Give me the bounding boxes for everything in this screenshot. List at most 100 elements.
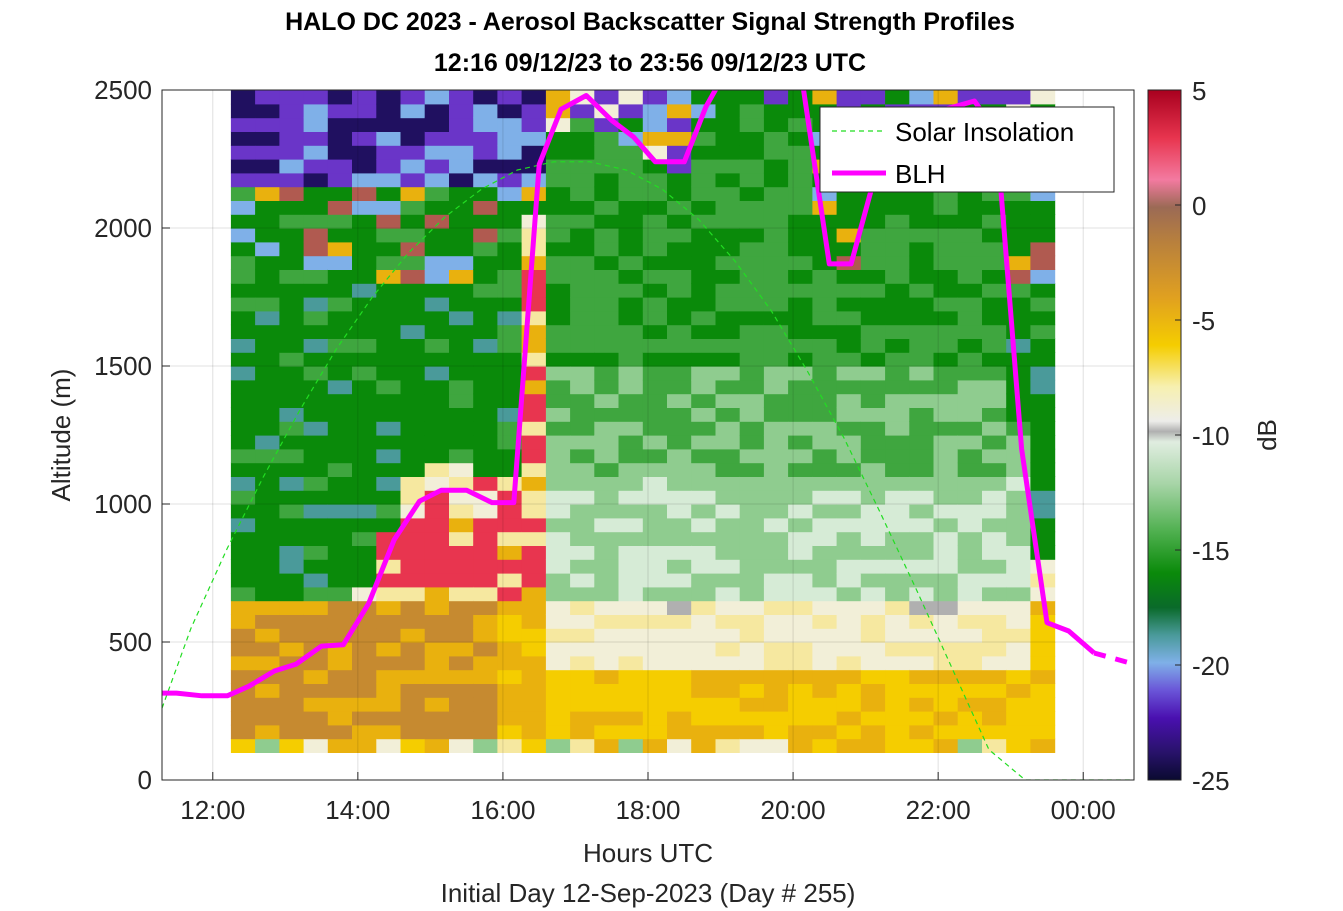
heatmap-cell xyxy=(788,600,813,615)
heatmap-cell xyxy=(691,338,716,353)
heatmap-cell xyxy=(545,145,571,160)
heatmap-cell xyxy=(449,214,474,229)
heatmap-cell xyxy=(763,228,789,243)
heatmap-cell xyxy=(449,324,474,339)
heatmap-cell xyxy=(255,517,280,533)
heatmap-cell xyxy=(982,697,1007,712)
heatmap-cell xyxy=(279,283,305,298)
heatmap-cell xyxy=(303,586,329,602)
heatmap-cell xyxy=(836,628,862,643)
heatmap-cell xyxy=(570,145,595,160)
heatmap-cell xyxy=(400,338,426,353)
heatmap-cell xyxy=(376,366,402,381)
heatmap-cell xyxy=(715,297,741,312)
heatmap-cell xyxy=(279,352,305,367)
heatmap-cell xyxy=(570,241,595,257)
heatmap-cell xyxy=(255,172,280,188)
heatmap-cell xyxy=(570,421,595,436)
heatmap-cell xyxy=(618,711,644,726)
heatmap-cell xyxy=(449,103,474,119)
heatmap-cell xyxy=(230,145,256,160)
heatmap-cell xyxy=(230,573,256,588)
heatmap-cell xyxy=(691,545,716,560)
heatmap-cell xyxy=(618,738,644,753)
heatmap-cell xyxy=(812,476,838,491)
heatmap-cell xyxy=(739,283,765,298)
heatmap-cell xyxy=(885,531,910,546)
heatmap-cell xyxy=(230,669,256,684)
heatmap-cell xyxy=(909,559,935,574)
heatmap-cell xyxy=(618,697,644,712)
heatmap-cell xyxy=(812,642,838,657)
heatmap-cell xyxy=(763,435,789,450)
heatmap-cell xyxy=(1030,352,1056,367)
heatmap-cell xyxy=(667,600,692,615)
heatmap-cell xyxy=(982,573,1007,588)
heatmap-cell xyxy=(763,269,789,284)
heatmap-cell xyxy=(570,159,595,174)
heatmap-cell xyxy=(497,669,523,684)
heatmap-cell xyxy=(982,531,1007,546)
heatmap-cell xyxy=(642,228,668,243)
heatmap-cell xyxy=(279,642,305,657)
heatmap-cell xyxy=(715,379,741,395)
heatmap-cell xyxy=(739,683,765,698)
heatmap-cell xyxy=(957,352,983,367)
heatmap-cell xyxy=(860,669,886,684)
heatmap-cell xyxy=(933,586,959,602)
heatmap-cell xyxy=(667,103,692,119)
heatmap-cell xyxy=(909,724,935,740)
heatmap-cell xyxy=(957,310,983,326)
heatmap-cell xyxy=(255,379,280,395)
heatmap-cell xyxy=(570,628,595,643)
heatmap-cell xyxy=(473,504,498,519)
heatmap-cell xyxy=(279,448,305,464)
heatmap-cell xyxy=(376,697,402,712)
heatmap-cell xyxy=(715,186,741,201)
heatmap-cell xyxy=(570,103,595,119)
heatmap-cell xyxy=(618,628,644,643)
heatmap-cell xyxy=(957,559,983,574)
heatmap-cell xyxy=(255,214,280,229)
heatmap-cell xyxy=(352,435,377,450)
heatmap-cell xyxy=(424,559,450,574)
heatmap-cell xyxy=(424,324,450,339)
heatmap-cell xyxy=(1006,559,1031,574)
heatmap-cell xyxy=(1030,448,1056,464)
heatmap-cell xyxy=(545,738,571,753)
heatmap-cell xyxy=(521,297,547,312)
heatmap-cell xyxy=(230,283,256,298)
heatmap-cell xyxy=(327,448,353,464)
heatmap-cell xyxy=(788,614,813,629)
heatmap-cell xyxy=(594,448,620,464)
heatmap-cell xyxy=(1030,435,1056,450)
heatmap-cell xyxy=(545,90,571,105)
heatmap-cell xyxy=(303,269,329,284)
heatmap-cell xyxy=(812,545,838,560)
heatmap-cell xyxy=(763,103,789,119)
heatmap-cells xyxy=(230,90,1056,753)
heatmap-cell xyxy=(667,352,692,367)
heatmap-cell xyxy=(497,573,523,588)
heatmap-cell xyxy=(279,697,305,712)
heatmap-cell xyxy=(473,600,498,615)
heatmap-cell xyxy=(400,145,426,160)
heatmap-cell xyxy=(327,393,353,408)
heatmap-cell xyxy=(788,407,813,422)
heatmap-cell xyxy=(618,476,644,491)
heatmap-cell xyxy=(473,255,498,270)
heatmap-cell xyxy=(788,324,813,339)
heatmap-cell xyxy=(1030,241,1056,257)
heatmap-cell xyxy=(812,683,838,698)
heatmap-cell xyxy=(957,476,983,491)
heatmap-cell xyxy=(909,338,935,353)
heatmap-cell xyxy=(763,379,789,395)
heatmap-cell xyxy=(933,504,959,519)
heatmap-cell xyxy=(303,435,329,450)
heatmap-cell xyxy=(836,200,862,215)
heatmap-cell xyxy=(836,393,862,408)
heatmap-cell xyxy=(788,490,813,505)
heatmap-cell xyxy=(497,642,523,657)
heatmap-cell xyxy=(763,462,789,477)
heatmap-cell xyxy=(376,669,402,684)
